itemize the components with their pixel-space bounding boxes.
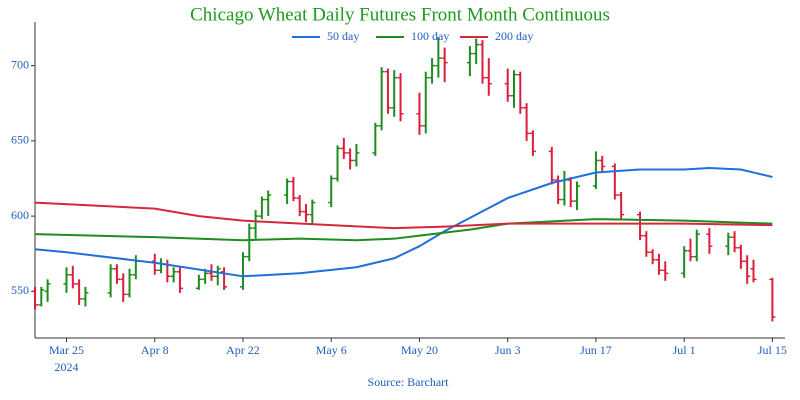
legend-label: 200 day [495,29,533,43]
x-tick-label: Jun 17 [580,343,612,357]
x-tick-label: May 20 [401,343,438,357]
x-tick-label: Jun 3 [495,343,521,357]
y-tick-label: 650 [11,133,29,147]
moving-average-line [34,218,773,242]
x-tick-label: Jul 1 [673,343,696,357]
moving-average-line [34,201,773,230]
x-tick-label: Jul 15 [758,343,787,357]
x-tick-label: Mar 25 [49,343,84,357]
x-tick-label: Apr 22 [226,343,260,357]
y-tick-label: 600 [11,208,29,222]
source-note: Source: Barchart [368,375,450,389]
y-tick-label: 550 [11,283,29,297]
chart-title: Chicago Wheat Daily Futures Front Month … [190,4,610,25]
legend-label: 50 day [327,29,359,43]
y-tick-label: 700 [11,57,29,71]
legend-label: 100 day [411,29,449,43]
x-year-label: 2024 [55,360,79,374]
x-tick-label: May 6 [316,343,347,357]
x-tick-label: Apr 8 [141,343,169,357]
moving-average-line [34,166,773,278]
